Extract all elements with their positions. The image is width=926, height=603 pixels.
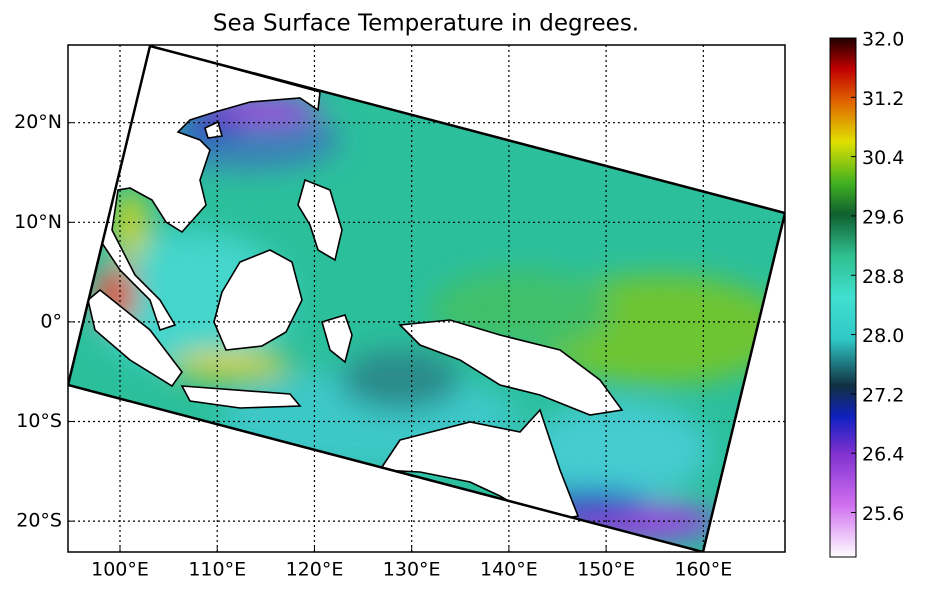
x-tick-label: 150°E <box>577 559 635 581</box>
colorbar-tick-label: 25.6 <box>862 503 904 525</box>
x-tick-label: 100°E <box>91 559 149 581</box>
colorbar-tick-label: 29.6 <box>862 206 904 228</box>
x-tick-label: 160°E <box>674 559 732 581</box>
map-field <box>68 45 785 552</box>
y-tick-label: 20°S <box>16 510 62 532</box>
y-tick-label: 20°N <box>14 111 62 133</box>
colorbar-tick-label: 26.4 <box>862 444 904 466</box>
x-tick-label: 140°E <box>480 559 538 581</box>
x-tick-label: 120°E <box>286 559 344 581</box>
colorbar-tick-label: 31.2 <box>862 88 904 110</box>
chart-title: Sea Surface Temperature in degrees. <box>213 11 639 37</box>
colorbar-tick-label: 32.0 <box>862 29 904 51</box>
y-tick-label: 10°S <box>16 410 62 432</box>
colorbar-tick-label: 28.8 <box>862 266 904 288</box>
x-tick-label: 130°E <box>383 559 441 581</box>
y-tick-label: 10°N <box>14 211 62 233</box>
colorbar-tick-label: 30.4 <box>862 147 904 169</box>
y-tick-label: 0° <box>40 310 62 332</box>
x-tick-label: 110°E <box>188 559 246 581</box>
colorbar-tick-label: 27.2 <box>862 384 904 406</box>
colorbar-tick-label: 28.0 <box>862 325 904 347</box>
colorbar <box>829 37 857 558</box>
plot-frame <box>67 44 786 553</box>
